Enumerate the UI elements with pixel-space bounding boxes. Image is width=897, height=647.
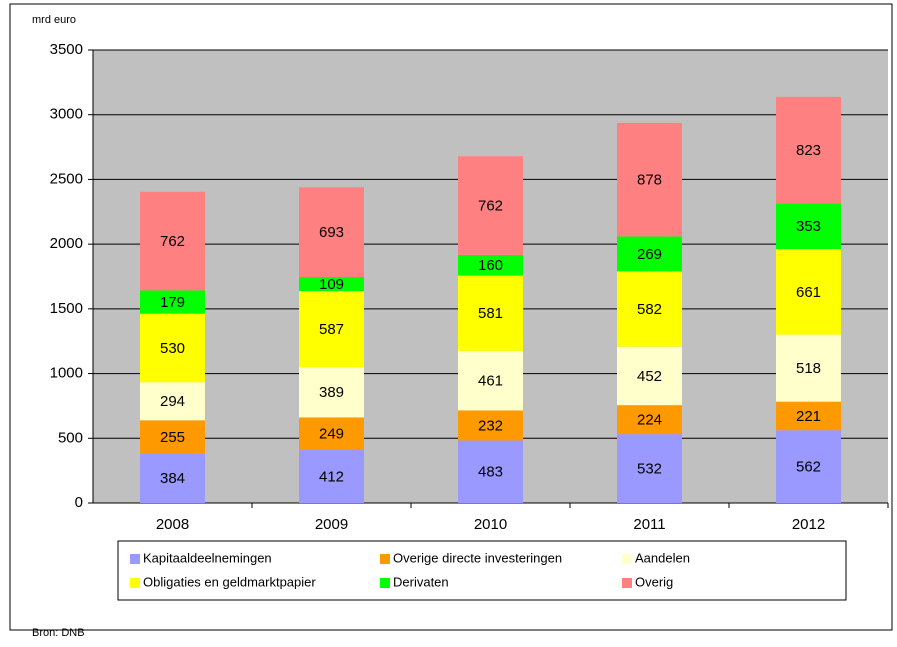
bar-segment xyxy=(617,346,682,406)
legend-label: Kapitaaldeelnemingen xyxy=(143,550,272,565)
legend-label: Aandelen xyxy=(635,550,690,565)
data-label: 160 xyxy=(478,257,503,274)
data-label: 693 xyxy=(319,224,344,241)
y-tick-label: 1000 xyxy=(50,365,83,382)
bar-segment xyxy=(458,275,523,351)
data-label: 452 xyxy=(637,368,662,385)
bar-segment xyxy=(617,236,682,272)
bar-segment xyxy=(140,453,205,503)
legend-swatch xyxy=(130,578,140,588)
source: Bron: DNB xyxy=(32,627,85,639)
y-tick-label: 2000 xyxy=(50,235,83,252)
legend-label: Overige directe investeringen xyxy=(393,550,562,565)
data-label: 232 xyxy=(478,417,503,434)
data-label: 461 xyxy=(478,373,503,390)
bar-segment xyxy=(140,191,205,291)
bar-segment xyxy=(299,291,364,368)
legend-label: Obligaties en geldmarktpapier xyxy=(143,574,316,589)
bar-segment xyxy=(458,350,523,411)
data-label: 562 xyxy=(796,459,821,476)
data-label: 762 xyxy=(160,233,185,250)
bar-segment xyxy=(299,187,364,278)
bar-segment xyxy=(776,334,841,402)
data-label: 587 xyxy=(319,321,344,338)
data-label: 109 xyxy=(319,276,344,293)
y-tick-label: 3000 xyxy=(50,106,83,123)
data-label: 878 xyxy=(637,172,662,189)
bar-segment xyxy=(299,367,364,418)
bar-segment xyxy=(140,420,205,454)
bar-segment xyxy=(776,249,841,335)
legend-swatch xyxy=(622,578,632,588)
bar-segment xyxy=(776,430,841,503)
bar-segment xyxy=(776,401,841,431)
bar-segment xyxy=(776,96,841,204)
x-tick-label: 2009 xyxy=(315,516,348,533)
data-label: 532 xyxy=(637,461,662,478)
data-label: 224 xyxy=(637,412,662,429)
bar-segment xyxy=(299,417,364,450)
y-tick-label: 500 xyxy=(58,429,83,446)
x-tick-label: 2010 xyxy=(474,516,507,533)
bar-segment xyxy=(458,254,523,276)
y-tick-label: 3500 xyxy=(50,41,83,58)
data-label: 823 xyxy=(796,142,821,159)
bar-segment xyxy=(458,156,523,255)
legend-label: Overig xyxy=(635,574,673,589)
legend-swatch xyxy=(380,578,390,588)
x-tick-label: 2008 xyxy=(156,516,189,533)
data-label: 269 xyxy=(637,246,662,263)
bar-segment xyxy=(140,290,205,314)
bar-segment xyxy=(140,382,205,421)
data-label: 389 xyxy=(319,384,344,401)
bar-segment xyxy=(299,277,364,292)
bar-segment xyxy=(299,449,364,503)
bar-segment xyxy=(617,271,682,347)
bar-segment xyxy=(458,410,523,441)
y-tick-label: 1500 xyxy=(50,300,83,317)
x-tick-label: 2012 xyxy=(792,516,825,533)
data-label: 353 xyxy=(796,218,821,235)
data-label: 294 xyxy=(160,393,185,410)
data-label: 661 xyxy=(796,284,821,301)
y-tick-label: 0 xyxy=(75,494,83,511)
bar-segment xyxy=(617,122,682,237)
data-label: 249 xyxy=(319,426,344,443)
data-label: 221 xyxy=(796,408,821,425)
data-label: 483 xyxy=(478,464,503,481)
bar-segment xyxy=(458,440,523,503)
data-label: 384 xyxy=(160,470,185,487)
legend-swatch xyxy=(130,554,140,564)
bar-segment xyxy=(617,434,682,503)
data-label: 518 xyxy=(796,360,821,377)
data-label: 255 xyxy=(160,429,185,446)
data-label: 581 xyxy=(478,305,503,322)
y-tick-label: 2500 xyxy=(50,170,83,187)
y-axis-label: mrd euro xyxy=(32,14,76,26)
legend-swatch xyxy=(622,554,632,564)
data-label: 762 xyxy=(478,198,503,215)
x-tick-label: 2011 xyxy=(633,516,665,533)
legend-label: Derivaten xyxy=(393,574,449,589)
data-label: 530 xyxy=(160,340,185,357)
bar-segment xyxy=(140,313,205,383)
data-label: 179 xyxy=(160,294,185,311)
legend-swatch xyxy=(380,554,390,564)
data-label: 582 xyxy=(637,301,662,318)
legend xyxy=(117,540,847,601)
data-label: 412 xyxy=(319,468,344,485)
bar-segment xyxy=(617,405,682,435)
bar-segment xyxy=(776,203,841,250)
